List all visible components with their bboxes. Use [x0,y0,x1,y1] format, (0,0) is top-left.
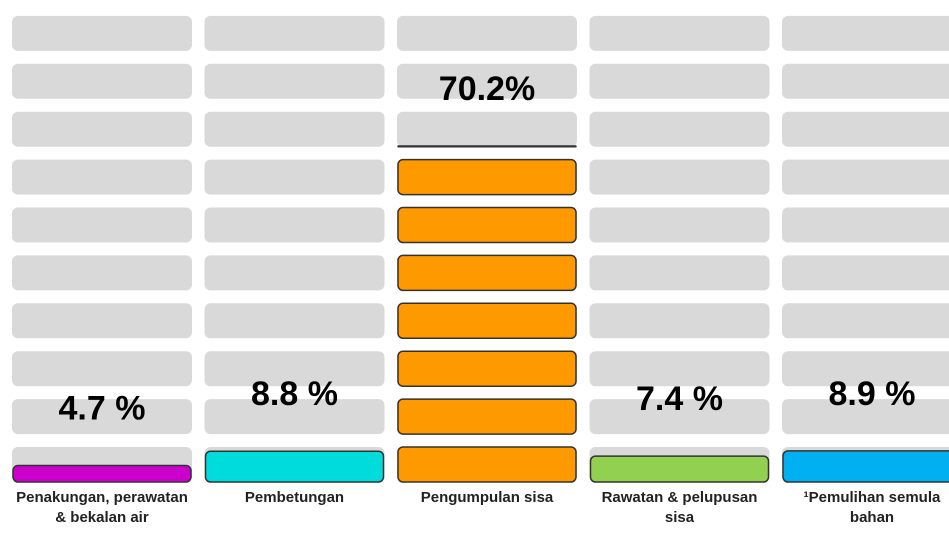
fill-block [589,455,770,483]
empty-slot [204,15,385,51]
value-label: 8.8 % [251,375,338,413]
fill-block [204,450,385,483]
empty-slot [12,15,192,51]
empty-slot [589,207,770,243]
empty-slot [12,159,192,195]
empty-slot [782,255,949,291]
empty-slot [204,351,385,387]
fill-block [397,446,577,483]
empty-slot [12,399,192,435]
empty-slot [782,159,949,195]
empty-slot [782,207,949,243]
empty-slot [204,63,385,99]
empty-slot [782,351,949,387]
empty-slot [397,63,577,99]
empty-slot [589,159,770,195]
empty-slot [204,159,385,195]
fill-block [12,464,192,483]
empty-slot [204,399,385,435]
fill-block [782,450,949,483]
category-label: Pembetungan [244,489,345,506]
fill-block [397,254,577,292]
empty-slot [589,15,770,51]
value-label: 70.2% [439,70,535,108]
empty-slot [397,15,577,51]
fill-block [397,398,577,435]
empty-slot [12,207,192,243]
empty-slot [12,255,192,291]
empty-slot [782,15,949,51]
category-label: ¹Pemulihan semula bahan [803,489,941,526]
empty-slot [589,303,770,339]
fill-block [397,350,577,387]
empty-slot [12,351,192,387]
empty-slot [204,207,385,243]
empty-slot [782,63,949,99]
fill-block [397,145,577,148]
empty-slot [12,111,192,147]
fill-block [397,206,577,244]
empty-slot [204,303,385,339]
empty-slot [782,111,949,147]
category-label: Pengumpulan sisa [420,489,554,506]
fill-block [397,158,577,196]
empty-slot [589,351,770,387]
empty-slot [397,111,577,147]
empty-slot [12,63,192,99]
empty-slot [589,63,770,99]
empty-slot [204,111,385,147]
value-label: 7.4 % [636,380,723,418]
value-label: 8.9 % [829,375,916,413]
empty-slot [12,303,192,339]
empty-slot [589,399,770,435]
empty-slot [782,303,949,339]
empty-slot [204,255,385,291]
empty-slot [782,399,949,435]
empty-slot [589,255,770,291]
fill-block [397,302,577,340]
category-label: Rawatan & pelupusan sisa [601,489,758,526]
value-label: 4.7 % [59,390,146,428]
category-label: Penakungan, perawatan & bekalan air [16,489,188,526]
empty-slot [589,111,770,147]
